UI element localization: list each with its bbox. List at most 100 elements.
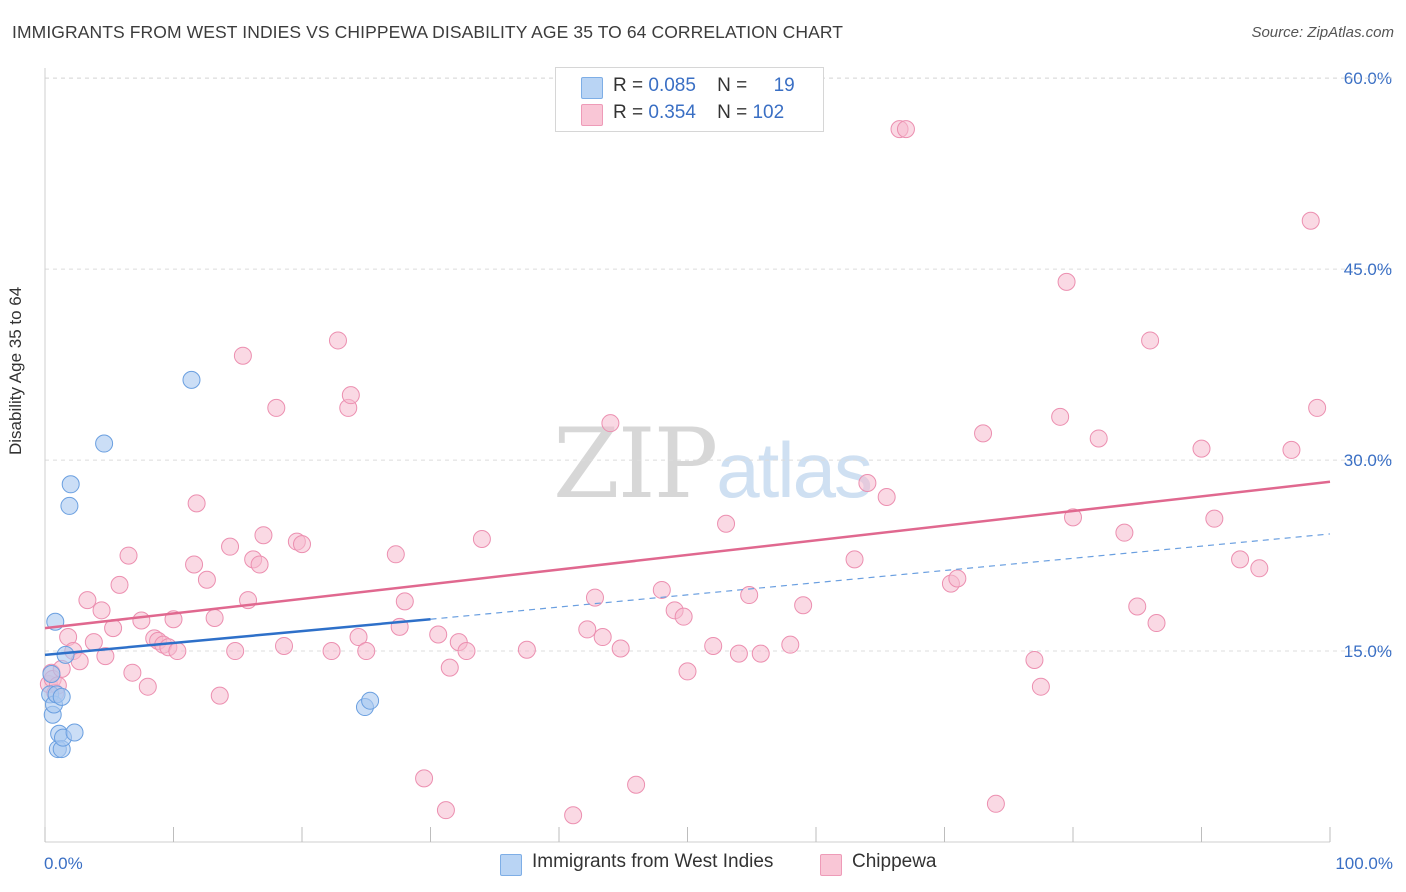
chippewa-point (1308, 398, 1327, 417)
west-indies-point (182, 370, 201, 389)
watermark-zip: ZIP (553, 408, 718, 520)
chippewa-point (322, 642, 341, 661)
chippewa-point (1192, 439, 1211, 458)
chippewa-point (794, 596, 813, 615)
y-tick-label: 60.0% (1344, 69, 1392, 88)
chippewa-point (119, 546, 138, 565)
chippewa-point (250, 555, 269, 574)
chippewa-point (92, 601, 111, 620)
chippewa-point (395, 592, 414, 611)
chippewa-point (457, 642, 476, 661)
y-axis-label: Disability Age 35 to 64 (6, 286, 25, 455)
chippewa-point (974, 424, 993, 443)
west-indies-trend-line (44, 617, 431, 657)
chippewa-point (578, 620, 597, 639)
west-indies-point (52, 687, 71, 706)
r-label: R = (613, 75, 644, 96)
chippewa-point (1051, 407, 1070, 426)
chippewa-point (781, 635, 800, 654)
chippewa-point (205, 608, 224, 627)
legend-label: Immigrants from West Indies (532, 851, 774, 872)
chippewa-point (436, 801, 455, 820)
chippewa-point (858, 474, 877, 493)
chippewa-point (948, 569, 967, 588)
chippewa-point (845, 550, 864, 569)
chippewa-point (233, 346, 252, 365)
chippewa-point (123, 663, 142, 682)
chippewa-point (1031, 677, 1050, 696)
west-indies-trend-extension (430, 533, 1331, 620)
chippewa-point (349, 628, 368, 647)
chippewa-point (717, 514, 736, 533)
n-value: 19 (773, 75, 795, 96)
west-indies-point (61, 475, 80, 494)
y-tick-label: 15.0% (1344, 642, 1392, 661)
chippewa-point (132, 611, 151, 630)
chippewa-point (585, 588, 604, 607)
r-value: 0.354 (648, 102, 696, 123)
watermark: ZIPatlas (553, 408, 873, 520)
chippewa-point (674, 607, 693, 626)
chippewa-trend-line (44, 480, 1331, 630)
chippewa-point (110, 575, 129, 594)
chippewa-point (1089, 429, 1108, 448)
chippewa-point (210, 686, 229, 705)
west-indies-point (361, 691, 380, 710)
chippewa-point (226, 642, 245, 661)
chippewa-point (1282, 440, 1301, 459)
chippewa-point (84, 633, 103, 652)
y-tick-label: 45.0% (1344, 260, 1392, 279)
chippewa-point (751, 644, 770, 663)
west-indies-point (65, 723, 84, 742)
chippewa-point (267, 398, 286, 417)
west-indies-point (42, 664, 61, 683)
chippewa-point (1057, 272, 1076, 291)
chippewa-point (593, 628, 612, 647)
chippewa-point (440, 658, 459, 677)
chippewa-point (1147, 614, 1166, 633)
n-label: N = (717, 102, 748, 123)
chippewa-point (429, 625, 448, 644)
chippewa-point (357, 642, 376, 661)
chippewa-point (168, 642, 187, 661)
chippewa-point (1025, 650, 1044, 669)
chippewa-point (1250, 559, 1269, 578)
chippewa-point (627, 775, 646, 794)
n-value: 102 (752, 102, 785, 123)
chippewa-point (1301, 211, 1320, 230)
pink-swatch (820, 854, 842, 876)
chippewa-point (1064, 508, 1082, 527)
chippewa-point (986, 794, 1005, 813)
chippewa-point (729, 644, 748, 663)
pink-swatch (581, 104, 603, 126)
chippewa-point (678, 662, 697, 681)
chippewa-point (1231, 550, 1250, 569)
stats-legend: R = 0.085 N = 19 R = 0.354 N = 102 (555, 67, 824, 132)
watermark-atlas: atlas (716, 426, 873, 514)
chippewa-point (877, 488, 896, 507)
chippewa-point (254, 526, 273, 545)
chippewa-point (1205, 509, 1224, 528)
chippewa-point (96, 647, 115, 666)
legend-label: Chippewa (852, 851, 937, 872)
chart-title: IMMIGRANTS FROM WEST INDIES VS CHIPPEWA … (12, 22, 844, 42)
chippewa-point (1115, 523, 1134, 542)
blue-swatch (500, 854, 522, 876)
x-tick-label: 100.0% (1335, 854, 1393, 873)
chippewa-point (652, 580, 671, 599)
chippewa-point (185, 555, 204, 574)
chippewa-point (1141, 331, 1160, 350)
chippewa-point (896, 120, 915, 139)
chippewa-point (611, 639, 630, 658)
west-indies-point (95, 434, 114, 453)
y-tick-label: 30.0% (1344, 451, 1392, 470)
chippewa-point (293, 535, 311, 554)
chippewa-point (386, 545, 405, 564)
chippewa-point (472, 530, 491, 549)
chippewa-point (517, 640, 536, 659)
chippewa-point (197, 570, 216, 589)
chippewa-point (564, 806, 583, 825)
west-indies-point (56, 645, 75, 664)
chippewa-point (187, 494, 206, 513)
